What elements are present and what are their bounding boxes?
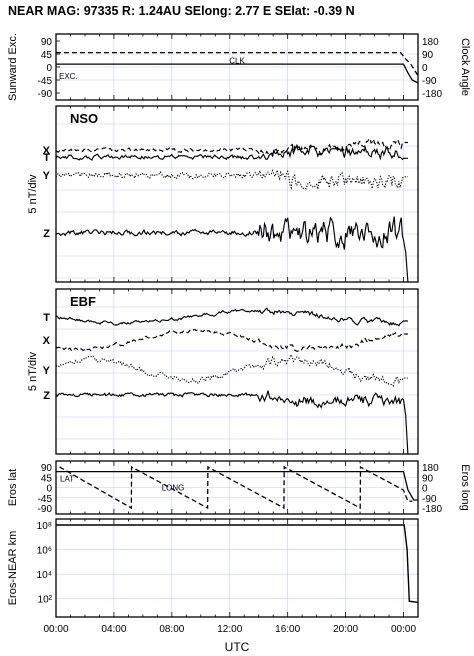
trace-label: Y xyxy=(43,170,51,182)
x-tick-label: 04:00 xyxy=(101,624,126,635)
trace-label: Y xyxy=(43,365,51,377)
y-tick-label-right: 0 xyxy=(422,63,428,74)
series-clk-line xyxy=(56,51,419,77)
y-axis-label: Eros-NEAR km xyxy=(7,531,19,606)
y-tick-label: 0 xyxy=(46,484,52,495)
y-tick-label-right: -180 xyxy=(422,504,442,515)
y-tick-label: -45 xyxy=(38,494,53,505)
x-tick-label: 00:00 xyxy=(43,624,68,635)
series-lat-line xyxy=(56,470,418,501)
ebf-trace-x xyxy=(55,329,408,353)
data-traces xyxy=(55,51,419,604)
y-axis-label: Eros lat xyxy=(7,469,19,506)
y-tick-label: -90 xyxy=(38,89,53,100)
gridlines xyxy=(56,34,418,617)
series-label: LAT xyxy=(60,475,74,484)
y-tick-label: 0 xyxy=(46,63,52,74)
figure-title: NEAR MAG: 97335 R: 1.24AU SElong: 2.77 E… xyxy=(8,4,355,18)
trace-label: T xyxy=(43,312,50,324)
y-axis-label: Sunward Exc. xyxy=(7,33,19,101)
y-axis-label: 5 nT/div xyxy=(27,351,39,391)
y-axis-label: 5 nT/div xyxy=(27,174,39,214)
ebf-trace-t xyxy=(55,307,408,327)
y-tick-label: -90 xyxy=(38,504,53,515)
series-label: LONG xyxy=(162,483,185,492)
x-axis-label: UTC xyxy=(225,640,250,654)
y-tick-label-right: 180 xyxy=(422,463,439,474)
trace-label: X xyxy=(43,145,51,157)
x-tick-label: 08:00 xyxy=(159,624,184,635)
y-tick-label: 45 xyxy=(41,473,53,484)
panel-frames xyxy=(55,33,419,618)
eros-frame xyxy=(55,460,419,515)
nso-trace-t xyxy=(55,144,408,161)
trace-label: Z xyxy=(43,228,50,240)
panel-title: NSO xyxy=(70,111,98,126)
series-label: CLK xyxy=(229,57,245,66)
y-tick-label: 45 xyxy=(41,50,53,61)
trace-label: T xyxy=(43,152,50,164)
y-tick-label: 10⁸ xyxy=(37,521,52,532)
ebf-frame xyxy=(55,288,419,455)
y-axis-label-right: Eros long xyxy=(459,464,471,510)
y-tick-label-right: 90 xyxy=(422,50,434,61)
y-tick-label: 10⁴ xyxy=(37,570,52,581)
y-tick-label: 10⁶ xyxy=(37,546,52,557)
ebf-trace-y xyxy=(55,353,408,387)
trace-label: X xyxy=(43,335,51,347)
series-label: EXC. xyxy=(59,72,78,81)
y-tick-label-right: -90 xyxy=(422,494,437,505)
panel-title: EBF xyxy=(70,294,96,309)
y-tick-label: 10² xyxy=(38,595,53,606)
y-tick-label-right: 180 xyxy=(422,37,439,48)
y-tick-label-right: 90 xyxy=(422,473,434,484)
y-axis-label-right: Clock Angle xyxy=(459,38,471,96)
x-tick-label: 12:00 xyxy=(217,624,242,635)
y-tick-label-right: -90 xyxy=(422,76,437,87)
x-tick-label: 00:00 xyxy=(391,624,416,635)
trace-label: Z xyxy=(43,390,50,402)
x-tick-label: 16:00 xyxy=(275,624,300,635)
y-tick-label: -45 xyxy=(38,76,53,87)
y-tick-label: 90 xyxy=(41,463,53,474)
y-tick-label-right: 0 xyxy=(422,484,428,495)
series-distance-line xyxy=(56,524,419,604)
x-tick-label: 20:00 xyxy=(333,624,358,635)
nso-frame xyxy=(55,105,419,283)
nso-trace-z xyxy=(55,216,409,283)
nso-trace-y xyxy=(55,168,408,190)
series-long-line xyxy=(59,465,413,510)
axis-labels: 00:00 04:00 08:00 12:00 16:00 20:00 00:00 UTC 90… xyxy=(7,33,471,654)
ebf-trace-z xyxy=(55,390,409,455)
distance-frame xyxy=(55,518,419,618)
series-exc-line xyxy=(56,63,419,84)
y-tick-label-right: -180 xyxy=(422,89,442,100)
y-tick-label: 90 xyxy=(41,37,53,48)
nso-trace-x xyxy=(55,137,408,156)
